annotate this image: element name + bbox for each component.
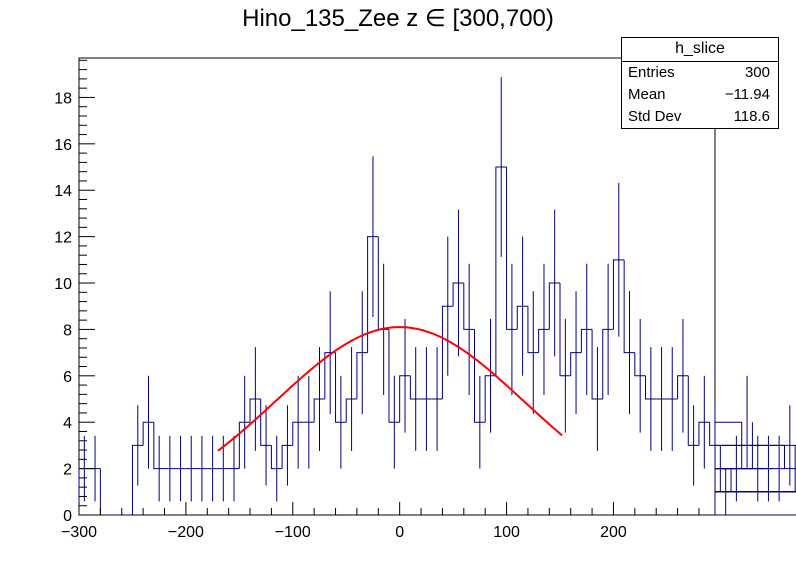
histogram-bin	[715, 468, 796, 470]
histogram-bin	[238, 421, 251, 469]
histogram-bin	[527, 306, 539, 354]
histogram-bin	[399, 375, 411, 423]
plot-frame	[78, 57, 716, 516]
histogram-bin	[634, 352, 646, 377]
histogram-bin	[99, 468, 112, 516]
stats-label: Entries	[628, 64, 675, 81]
histogram-bin	[292, 421, 304, 446]
histogram-bin	[715, 468, 732, 492]
stats-label: Std Dev	[628, 108, 682, 125]
x-tick-label: −300	[61, 524, 97, 541]
histogram-bin	[591, 329, 603, 400]
histogram-bin	[570, 352, 582, 376]
histogram-bin	[687, 375, 699, 446]
histogram-bin	[715, 514, 796, 516]
histogram-bin	[249, 398, 261, 423]
stats-value: −11.94	[724, 86, 770, 103]
y-tick-label: 2	[63, 462, 72, 479]
y-tick-label: 0	[63, 508, 72, 525]
histogram-bin	[698, 421, 710, 446]
x-tick-label: 100	[493, 524, 520, 541]
histogram-bin	[473, 329, 486, 423]
histogram-bin	[645, 375, 657, 400]
stats-label: Mean	[628, 86, 666, 103]
y-tick-label: 10	[54, 276, 72, 293]
histogram-bin	[131, 444, 144, 515]
histogram-bin	[452, 282, 464, 307]
histogram-bin	[709, 422, 715, 446]
histogram-bin	[714, 491, 796, 515]
stats-row-std-dev: Std Dev 118.6	[622, 106, 778, 128]
histogram-bin	[409, 375, 422, 400]
histogram-bin	[677, 375, 689, 400]
histogram-bin	[142, 421, 154, 446]
histogram-bin	[715, 514, 796, 516]
fit-curve-group	[217, 326, 563, 452]
x-tick-label: 200	[600, 524, 627, 541]
x-tick-label: −200	[168, 524, 204, 541]
histogram-bin	[388, 329, 400, 423]
histogram-bin	[441, 305, 454, 400]
histogram-bin	[335, 352, 347, 423]
stats-value: 300	[744, 64, 770, 81]
error-bars	[83, 77, 791, 515]
histogram-bin	[153, 422, 165, 470]
histogram-bin	[602, 328, 614, 400]
y-tick-label: 6	[63, 369, 72, 386]
histogram-bin	[356, 352, 368, 400]
histogram-bin	[463, 283, 475, 330]
histogram-bin	[484, 375, 496, 423]
histogram-bin	[495, 166, 507, 376]
stats-box: h_slice Entries 300 Mean −11.94 Std Dev …	[621, 37, 779, 129]
y-tick-label: 18	[54, 90, 72, 107]
histogram-bin	[281, 444, 293, 469]
axes: −300 −200 −100 0 100 200 0 2 4 6 8 10 12 14 16 18	[54, 59, 700, 541]
stats-value: 118.6	[733, 108, 770, 125]
histogram-bin	[559, 283, 571, 377]
y-tick-label: 4	[63, 415, 72, 432]
x-tick-label: −100	[275, 524, 311, 541]
histogram-bin	[580, 328, 593, 353]
chart-title: Hino_135_Zee z ∈ [300,700)	[242, 5, 554, 32]
stats-row-entries: Entries 300	[622, 62, 778, 84]
histogram-bin	[345, 398, 357, 423]
histogram-bin	[313, 398, 325, 423]
histogram-bin	[516, 305, 528, 330]
y-tick-label: 14	[54, 183, 72, 200]
histogram-bin	[715, 491, 796, 493]
y-tick-label: 12	[54, 230, 72, 247]
histogram-bin	[538, 328, 550, 353]
histogram-bin	[715, 444, 796, 446]
y-tick-label: 8	[63, 322, 72, 339]
histogram-bin	[548, 282, 561, 330]
y-tick-label: 16	[54, 137, 72, 154]
stats-box-title: h_slice	[622, 38, 778, 62]
histogram-bin	[270, 445, 283, 470]
fit-curve	[217, 326, 563, 452]
histogram-bin	[612, 259, 625, 330]
histogram-bin	[715, 491, 796, 493]
histogram-bins	[78, 166, 796, 516]
histogram-bin	[367, 236, 379, 353]
histogram-bin	[506, 167, 518, 330]
x-tick-label: 0	[395, 524, 404, 541]
histogram-bin	[623, 259, 635, 354]
histogram-bin	[715, 421, 743, 469]
stats-row-mean: Mean −11.94	[622, 84, 778, 106]
histogram-bin	[715, 444, 785, 469]
